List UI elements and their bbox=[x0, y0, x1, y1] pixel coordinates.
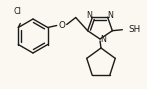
Text: N: N bbox=[100, 36, 106, 44]
Text: N: N bbox=[86, 11, 92, 20]
Text: O: O bbox=[58, 21, 65, 30]
Text: Cl: Cl bbox=[13, 7, 21, 16]
Text: N: N bbox=[108, 11, 114, 20]
Text: SH: SH bbox=[128, 25, 141, 34]
